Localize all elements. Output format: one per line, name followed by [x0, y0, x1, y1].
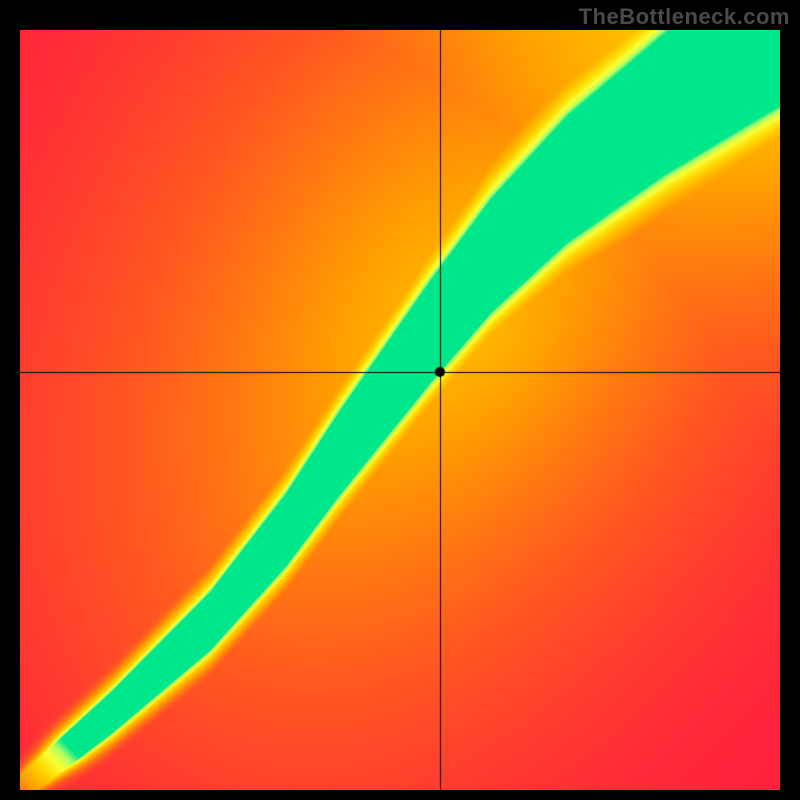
watermark-text: TheBottleneck.com: [579, 4, 790, 30]
chart-container: TheBottleneck.com: [0, 0, 800, 800]
heatmap-canvas: [20, 30, 780, 790]
